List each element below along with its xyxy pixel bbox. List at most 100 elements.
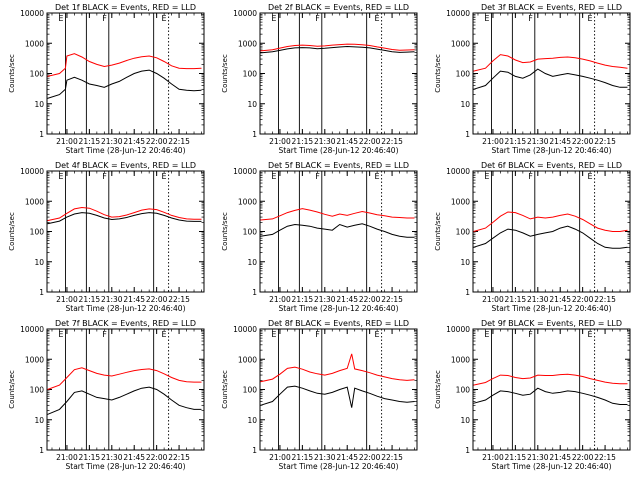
y-tick-label: 1 [465, 130, 470, 139]
red-lld-series [260, 353, 415, 383]
y-tick-label: 10000 [446, 9, 470, 18]
x-tick-label: 21:00 [269, 295, 291, 304]
y-axis-label: Counts/sec [221, 54, 229, 93]
panel-det-6: Det 6f BLACK = Events, RED = LLD Counts/s… [434, 161, 631, 313]
y-tick-label: 10 [34, 100, 44, 109]
x-tick-label: 22:00 [359, 295, 381, 304]
x-tick-label: 21:00 [482, 295, 504, 304]
plot-frame [46, 12, 205, 135]
x-tick-label: 21:00 [56, 295, 78, 304]
plot-frame [259, 328, 418, 451]
y-axis-label: Counts/sec [8, 54, 16, 93]
x-tick-label: 22:00 [572, 137, 594, 146]
x-tick-label: 21:00 [269, 137, 291, 146]
x-tick-label: 21:45 [549, 137, 571, 146]
event-marker-label: E [588, 14, 593, 23]
y-tick-label: 100 [456, 70, 471, 79]
x-axis-label: Start Time (28-Jun-12 20:46:40) [66, 304, 186, 313]
y-tick-label: 100 [456, 386, 471, 395]
x-tick-label: 22:15 [168, 137, 190, 146]
event-marker-label: E [162, 14, 167, 23]
black-events-series [47, 69, 202, 99]
panel-det-2: Det 2f BLACK = Events, RED = LLD Counts/s… [221, 3, 418, 155]
x-tick-label: 21:30 [101, 137, 123, 146]
event-marker-label: E [375, 172, 380, 181]
x-tick-label: 22:00 [146, 453, 168, 462]
y-tick-label: 100 [30, 228, 45, 237]
x-axis-label: Start Time (28-Jun-12 20:46:40) [66, 146, 186, 155]
event-marker-label: F [315, 330, 320, 339]
y-tick-label: 1000 [451, 197, 470, 206]
y-tick-label: 1 [465, 446, 470, 455]
y-axis-label: Counts/sec [221, 212, 229, 251]
x-tick-label: 22:00 [146, 295, 168, 304]
y-tick-label: 1000 [25, 355, 44, 364]
y-tick-label: 1 [39, 288, 44, 297]
y-tick-label: 100 [30, 70, 45, 79]
event-marker-label: E [162, 172, 167, 181]
x-tick-label: 21:45 [549, 295, 571, 304]
x-tick-label: 21:30 [101, 295, 123, 304]
y-tick-label: 10 [247, 258, 257, 267]
x-tick-label: 22:15 [168, 453, 190, 462]
panel-det-3: Det 3f BLACK = Events, RED = LLD Counts/s… [434, 3, 631, 155]
event-marker-label: E [375, 14, 380, 23]
red-lld-series [260, 208, 415, 221]
y-tick-label: 100 [243, 70, 258, 79]
x-tick-label: 22:15 [594, 453, 616, 462]
panel-det-8: Det 8f BLACK = Events, RED = LLD Counts/s… [221, 319, 418, 471]
y-tick-label: 1 [39, 130, 44, 139]
x-axis-label: Start Time (28-Jun-12 20:46:40) [279, 462, 399, 471]
x-tick-label: 21:00 [56, 137, 78, 146]
x-tick-label: 21:45 [336, 453, 358, 462]
y-tick-label: 10000 [233, 325, 257, 334]
event-marker-label: F [528, 330, 533, 339]
x-tick-label: 21:30 [527, 453, 549, 462]
red-lld-series [473, 54, 628, 72]
x-tick-label: 21:30 [314, 453, 336, 462]
x-tick-label: 22:00 [572, 295, 594, 304]
event-marker-label: E [58, 172, 63, 181]
black-events-series [47, 212, 202, 225]
plot-title: Det 2f BLACK = Events, RED = LLD [268, 3, 409, 12]
plot-title: Det 5f BLACK = Events, RED = LLD [268, 161, 409, 170]
x-tick-label: 21:30 [527, 295, 549, 304]
y-tick-label: 10000 [233, 9, 257, 18]
black-events-series [473, 68, 628, 90]
x-tick-label: 21:15 [292, 137, 314, 146]
event-marker-label: E [588, 172, 593, 181]
event-marker-label: E [375, 330, 380, 339]
event-marker-label: E [484, 14, 489, 23]
x-tick-label: 21:45 [336, 295, 358, 304]
red-lld-series [47, 53, 202, 77]
y-tick-label: 10 [460, 416, 470, 425]
x-axis-label: Start Time (28-Jun-12 20:46:40) [279, 304, 399, 313]
event-marker-label: E [484, 172, 489, 181]
x-axis-label: Start Time (28-Jun-12 20:46:40) [279, 146, 399, 155]
y-axis-label: Counts/sec [8, 370, 16, 409]
x-tick-label: 21:45 [549, 453, 571, 462]
plot-frame [472, 170, 631, 293]
panel-det-1: Det 1f BLACK = Events, RED = LLD Counts/s… [8, 3, 205, 155]
x-axis-label: Start Time (28-Jun-12 20:46:40) [492, 462, 612, 471]
y-tick-label: 10000 [446, 167, 470, 176]
black-events-series [473, 387, 628, 405]
event-marker-label: F [528, 172, 533, 181]
plot-frame [472, 12, 631, 135]
x-tick-label: 21:30 [101, 453, 123, 462]
y-tick-label: 1 [465, 288, 470, 297]
x-tick-label: 21:45 [123, 137, 145, 146]
y-tick-label: 100 [30, 386, 45, 395]
x-tick-label: 21:30 [527, 137, 549, 146]
x-tick-label: 22:00 [572, 453, 594, 462]
y-tick-label: 10 [34, 416, 44, 425]
x-tick-label: 21:30 [314, 295, 336, 304]
plot-frame [472, 328, 631, 451]
black-events-series [260, 385, 415, 408]
y-tick-label: 10000 [446, 325, 470, 334]
y-tick-label: 100 [456, 228, 471, 237]
event-marker-label: E [271, 14, 276, 23]
panel-det-9: Det 9f BLACK = Events, RED = LLD Counts/s… [434, 319, 631, 471]
y-tick-label: 100 [243, 386, 258, 395]
